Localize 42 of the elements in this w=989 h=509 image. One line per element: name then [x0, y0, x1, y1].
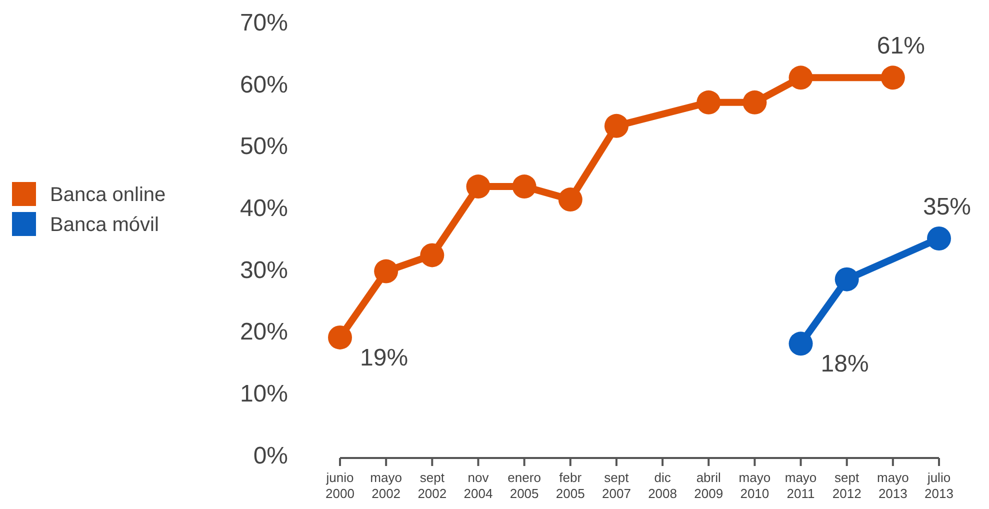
x-tick-label: febr 2005 [556, 470, 585, 501]
point [696, 90, 721, 114]
data-label: 61% [876, 32, 925, 60]
point [466, 174, 490, 199]
x-tick-label: enero 2005 [508, 470, 541, 501]
x-tick-label: julio 2013 [924, 470, 954, 501]
point [834, 267, 859, 292]
point [788, 332, 813, 356]
x-tick-label: sept 2002 [418, 470, 447, 501]
y-tick-label: 10% [240, 380, 288, 408]
data-label: 19% [360, 344, 408, 372]
y-tick-label: 30% [240, 256, 288, 284]
x-tick-label: mayo 2013 [877, 470, 909, 501]
point [788, 66, 813, 90]
x-tick-label: mayo 2010 [738, 470, 771, 501]
y-tick-label: 40% [240, 194, 288, 222]
point [604, 114, 628, 138]
point [374, 259, 398, 284]
point [328, 325, 352, 350]
y-tick-label: 70% [240, 9, 288, 36]
data-label: 18% [820, 350, 869, 378]
x-tick-label: junio 2000 [325, 470, 354, 501]
data-label: 35% [922, 194, 972, 220]
x-tick-label: abril 2009 [694, 470, 724, 501]
y-tick-label: 0% [253, 442, 288, 470]
x-tick-label: mayo 2002 [370, 470, 402, 501]
point [742, 90, 767, 114]
x-tick-label: mayo 2011 [784, 470, 817, 501]
y-tick-label: 20% [240, 318, 288, 346]
point [420, 243, 444, 268]
legend-label: Banca móvil [50, 214, 159, 236]
point [927, 226, 951, 250]
y-tick-label: 60% [240, 71, 288, 98]
point [558, 188, 582, 212]
x-tick-label: sept 2007 [602, 470, 631, 501]
legend-label: Banca online [50, 184, 166, 206]
point [880, 66, 905, 90]
x-tick-label: sept 2012 [832, 470, 862, 501]
point [512, 174, 536, 199]
x-tick-label: nov 2004 [464, 470, 493, 501]
y-tick-label: 50% [240, 133, 288, 160]
x-tick-label: dic 2008 [648, 470, 677, 501]
